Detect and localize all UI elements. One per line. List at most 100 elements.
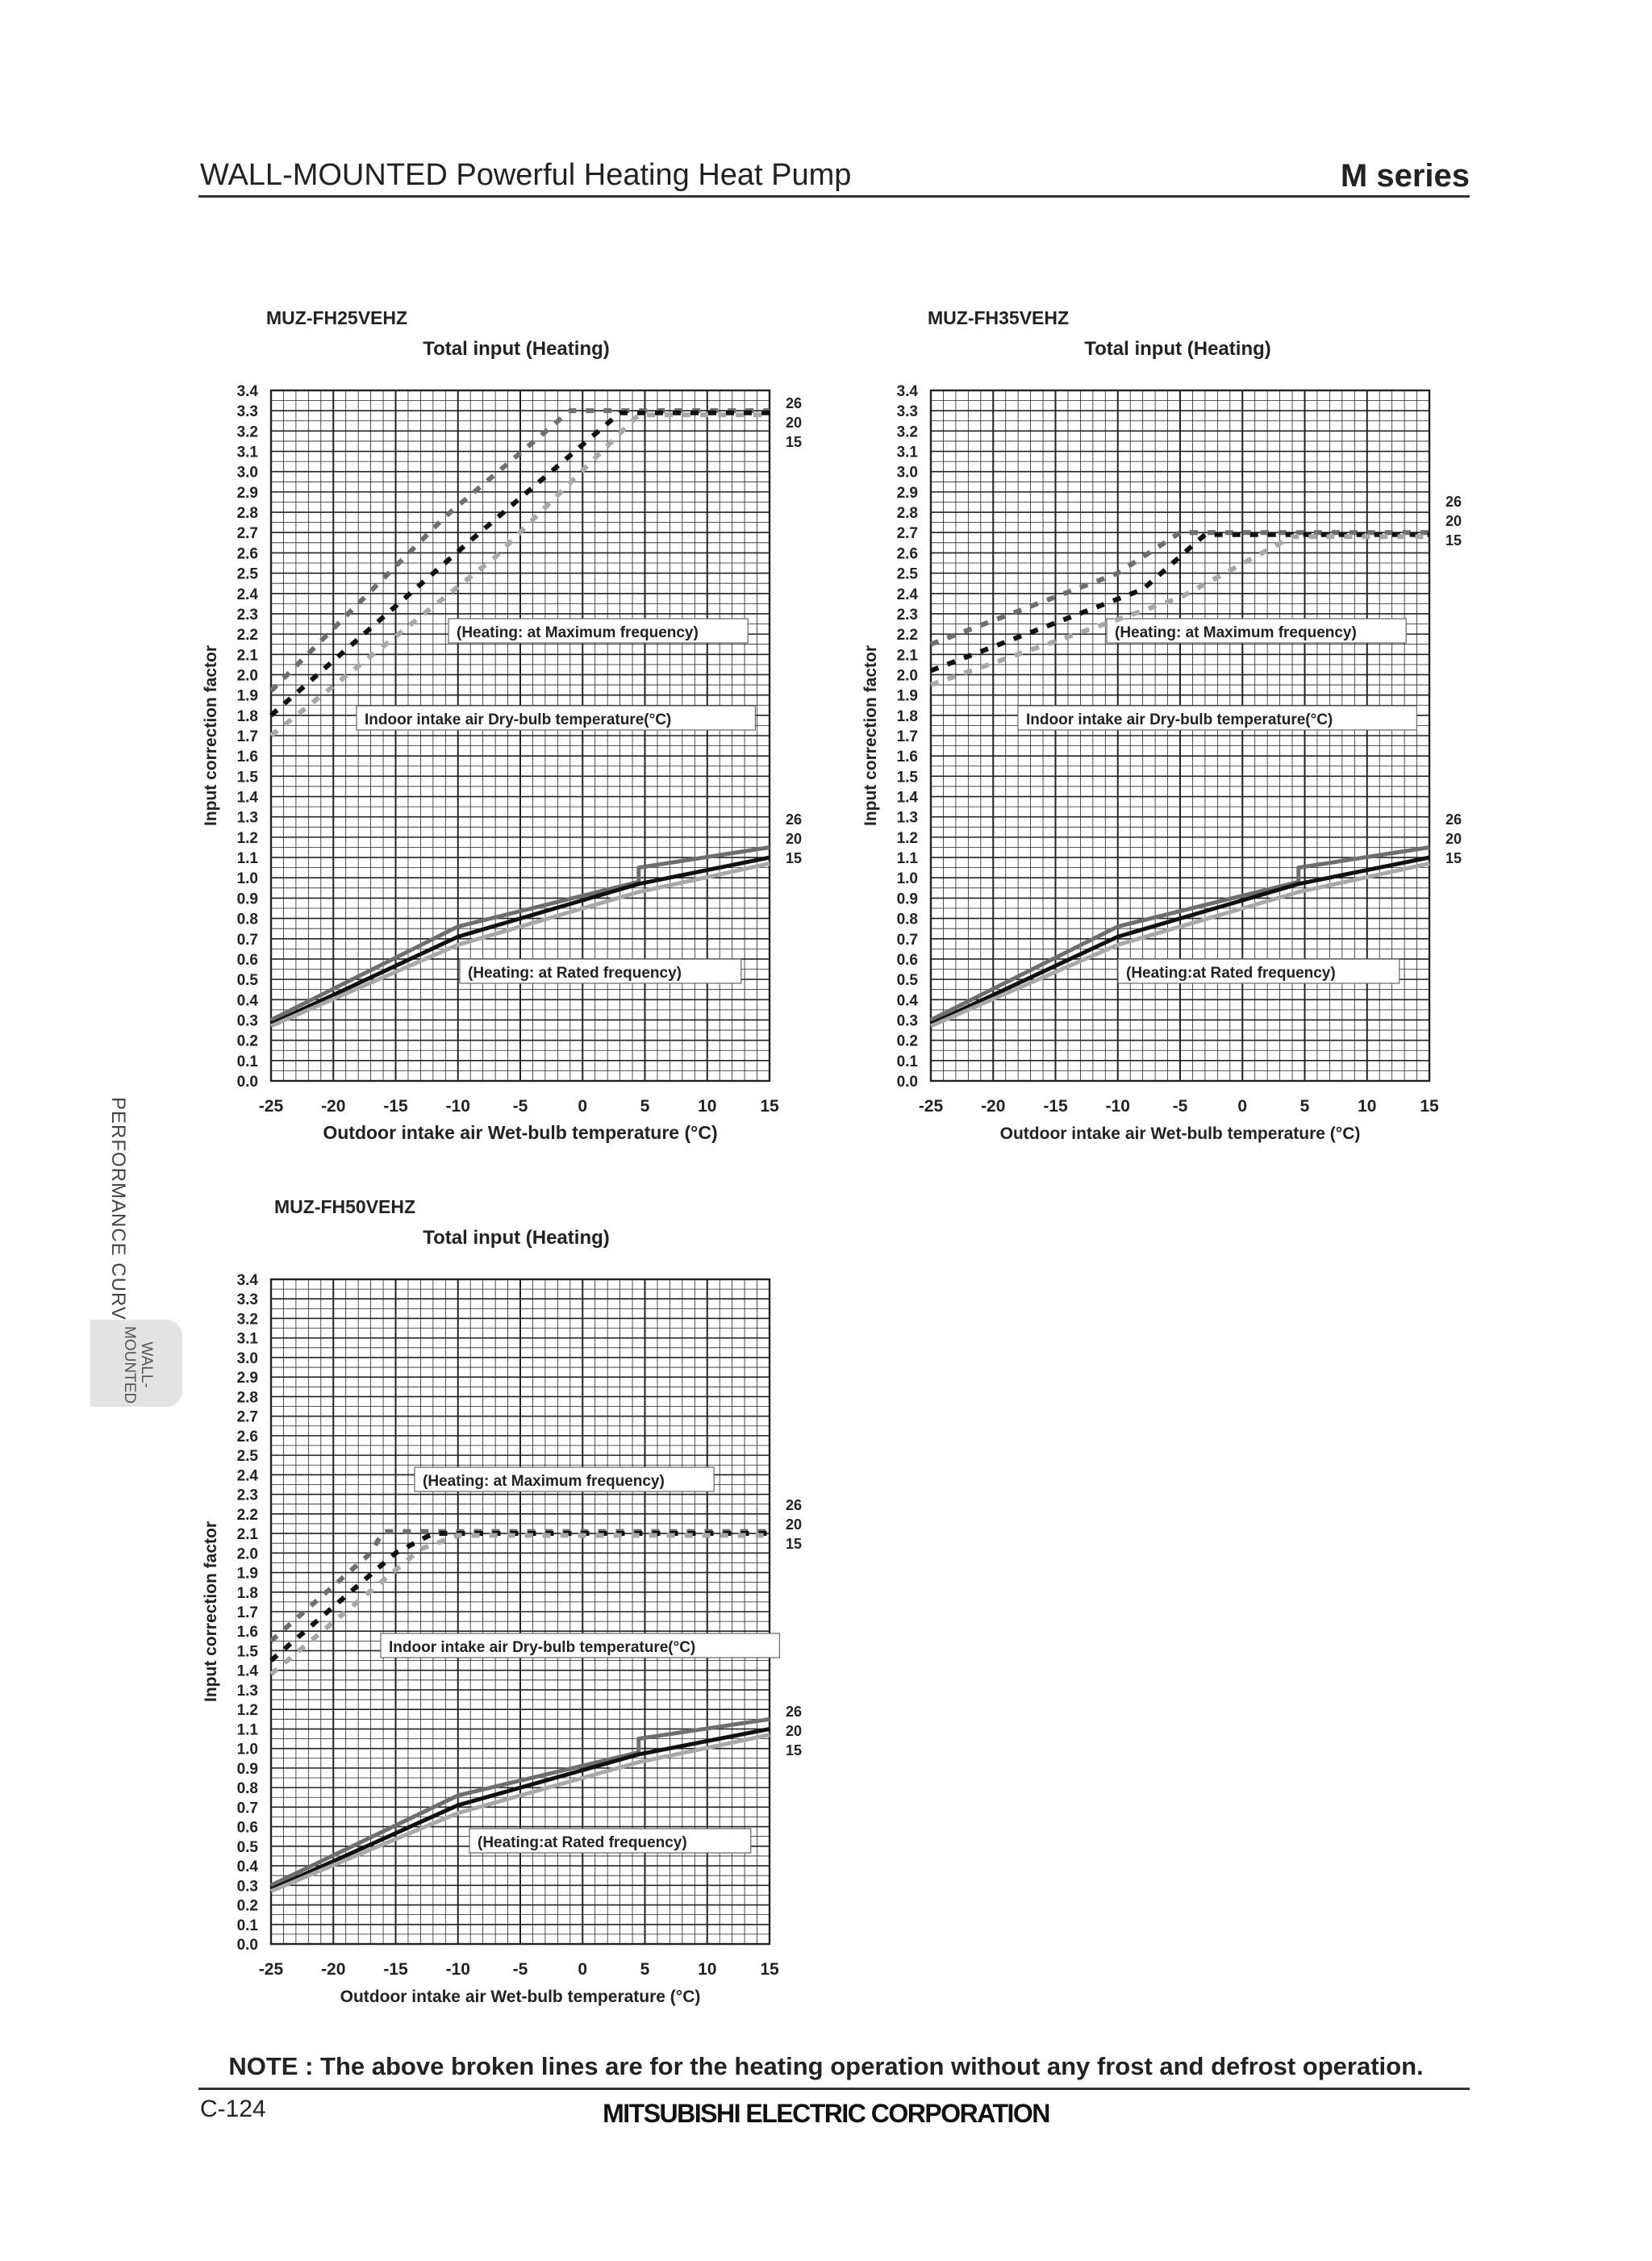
chart-1-y-tick-label: 1.5 xyxy=(237,769,259,786)
chart-2-x-tick-label: 10 xyxy=(1358,1097,1376,1116)
chart-2-max-series-20-line xyxy=(929,532,1429,674)
chart-1-y-tick-label: 2.1 xyxy=(237,647,259,664)
chart-1-rated-end-label: 26 xyxy=(786,811,802,828)
chart-1-y-tick-label: 3.3 xyxy=(237,403,258,420)
chart-1-y-tick-label: 1.8 xyxy=(237,708,258,725)
chart-1-y-tick-label: 0.9 xyxy=(237,891,258,907)
chart-3-y-tick-label: 2.7 xyxy=(237,1409,258,1426)
chart-2-x-tick-label: 15 xyxy=(1420,1097,1439,1116)
chart-2-annotation-legend-title: Indoor intake air Dry-bulb temperature(°… xyxy=(1026,711,1333,728)
chart-1-y-tick-label: 0.0 xyxy=(237,1074,258,1091)
chart-1-annotation-legend-title-box xyxy=(356,705,756,731)
chart-3-plot-frame xyxy=(269,1278,771,1946)
chart-3-y-tick-label: 0.8 xyxy=(237,1780,258,1797)
chart-1-y-tick-label: 2.5 xyxy=(237,566,259,583)
chart-2-annotation-rated-frequency-box xyxy=(1117,958,1400,984)
section-tab xyxy=(90,1320,182,1407)
chart-3-rated-end-label: 15 xyxy=(786,1742,802,1758)
chart-1-title: Total input (Heating) xyxy=(423,338,610,360)
chart-3-y-tick-label: 0.1 xyxy=(237,1917,259,1934)
chart-1-rated-end-label: 20 xyxy=(786,831,802,847)
chart-3-y-tick-label: 2.3 xyxy=(237,1487,258,1504)
chart-3-rated-series-15-line xyxy=(270,1733,770,1893)
chart-3-max-end-label: 15 xyxy=(786,1536,802,1552)
chart-3-y-tick-label: 1.3 xyxy=(237,1683,258,1700)
chart-2-x-tick-label: 5 xyxy=(1300,1097,1310,1116)
chart-2-max-end-label: 26 xyxy=(1446,494,1462,510)
chart-1-y-tick-label: 1.4 xyxy=(237,790,259,807)
chart-1-y-tick-label: 1.0 xyxy=(237,870,258,887)
chart-3-rated-series-20-line xyxy=(269,1726,770,1892)
chart-1-y-tick-label: 2.3 xyxy=(237,607,258,624)
chart-1-y-tick-label: 2.7 xyxy=(237,525,258,542)
chart-2-y-tick-label: 1.4 xyxy=(897,790,919,807)
series-label: M series xyxy=(1340,158,1470,194)
chart-3-y-tick-label: 1.6 xyxy=(237,1624,258,1641)
chart-2-y-tick-label: 0.2 xyxy=(897,1033,918,1050)
chart-2-y-axis-label: Input correction factor xyxy=(861,645,880,826)
chart-3-rated-end-label: 20 xyxy=(786,1723,802,1739)
chart-2-annotation-max-frequency: (Heating: at Maximum frequency) xyxy=(1115,624,1357,641)
chart-2-x-tick-label: -10 xyxy=(1106,1097,1130,1116)
chart-1-x-tick-label: 10 xyxy=(698,1097,716,1116)
chart-1-y-tick-label: 1.9 xyxy=(237,688,258,705)
chart-3-annotation-legend-title: Indoor intake air Dry-bulb temperature(°… xyxy=(389,1639,695,1656)
chart-2-y-tick-label: 1.0 xyxy=(897,870,918,887)
chart-3-y-tick-label: 3.3 xyxy=(237,1291,258,1308)
chart-1-x-tick-label: -15 xyxy=(383,1097,408,1116)
chart-2-y-tick-label: 0.6 xyxy=(897,952,918,969)
chart-3-y-tick-label: 0.3 xyxy=(237,1878,258,1895)
chart-2-y-tick-label: 2.1 xyxy=(897,647,919,664)
chart-1-y-tick-label: 0.7 xyxy=(237,932,258,949)
chart-1-x-tick-label: 0 xyxy=(578,1097,587,1116)
chart-3-title: Total input (Heating) xyxy=(423,1227,610,1249)
chart-1-x-tick-label: -20 xyxy=(321,1097,345,1116)
chart-2-y-tick-label: 3.0 xyxy=(897,465,918,482)
chart-2-y-tick-label: 2.4 xyxy=(897,586,919,603)
chart-3-y-tick-label: 2.2 xyxy=(237,1507,258,1524)
chart-2-annotation-legend-title-box xyxy=(1017,705,1417,731)
chart-3-y-tick-label: 1.9 xyxy=(237,1566,258,1583)
chart-2-y-tick-label: 3.2 xyxy=(897,423,918,440)
chart-2-y-tick-label: 0.3 xyxy=(897,1012,918,1029)
chart-1-annotation-legend-title: Indoor intake air Dry-bulb temperature(°… xyxy=(365,711,671,728)
chart-3-max-series-26-line xyxy=(269,1529,770,1643)
chart-2-x-tick-label: -5 xyxy=(1173,1097,1188,1116)
chart-3-annotation-max-frequency-box xyxy=(414,1466,715,1492)
chart-3-y-tick-label: 0.0 xyxy=(237,1937,258,1954)
chart-2-y-tick-label: 2.5 xyxy=(897,566,919,583)
chart-1-y-tick-label: 0.2 xyxy=(237,1033,258,1050)
header-divider xyxy=(198,195,1470,198)
chart-2-max-end-label: 20 xyxy=(1446,513,1462,529)
chart-3-x-tick-label: -15 xyxy=(383,1960,408,1979)
chart-3-y-tick-label: 2.8 xyxy=(237,1389,258,1406)
chart-2-y-tick-label: 2.8 xyxy=(897,505,918,522)
chart-1-y-tick-label: 0.6 xyxy=(237,952,258,969)
chart-1-y-tick-label: 0.4 xyxy=(237,992,259,1009)
chart-1-x-tick-label: -5 xyxy=(513,1097,528,1116)
chart-3-y-tick-label: 2.9 xyxy=(237,1370,258,1387)
chart-3-x-tick-label: -10 xyxy=(446,1960,470,1979)
chart-2-y-tick-label: 2.2 xyxy=(897,627,918,644)
page-header-title: WALL-MOUNTED Powerful Heating Heat Pump xyxy=(200,158,852,192)
chart-1-y-tick-label: 0.1 xyxy=(237,1053,259,1070)
page-number: C-124 xyxy=(200,2096,266,2122)
chart-1-max-end-label: 26 xyxy=(786,395,802,411)
chart-2-y-tick-label: 0.1 xyxy=(897,1053,919,1070)
chart-3-y-tick-label: 0.9 xyxy=(237,1761,258,1778)
chart-2-y-tick-label: 3.4 xyxy=(897,383,919,400)
chart-2-max-end-label: 15 xyxy=(1446,532,1462,549)
chart-3-y-tick-label: 1.8 xyxy=(237,1585,258,1602)
chart-1-rated-series-15-line xyxy=(270,861,770,1028)
chart-2-plot-frame xyxy=(929,389,1431,1083)
chart-1-y-tick-label: 2.8 xyxy=(237,505,258,522)
chart-2-y-tick-label: 1.6 xyxy=(897,749,918,765)
chart-2-y-tick-label: 1.7 xyxy=(897,728,918,745)
chart-2-y-tick-label: 1.3 xyxy=(897,810,918,827)
chart-1-y-tick-label: 1.2 xyxy=(237,830,258,847)
chart-2-x-tick-label: 0 xyxy=(1237,1097,1247,1116)
chart-1-x-tick-label: -25 xyxy=(259,1097,284,1116)
chart-2-y-tick-label: 1.9 xyxy=(897,688,918,705)
chart-1-x-axis-label: Outdoor intake air Wet-bulb temperature … xyxy=(323,1122,717,1143)
